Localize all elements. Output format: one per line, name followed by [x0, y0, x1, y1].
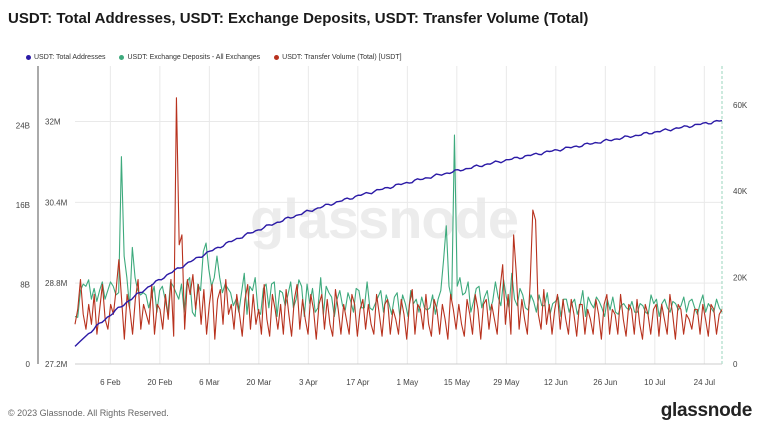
series-layer	[74, 97, 723, 347]
volume-tick-label: 0	[26, 360, 31, 369]
legend-item-total-addresses[interactable]: USDT: Total Addresses	[26, 54, 105, 61]
x-tick-label: 12 Jun	[544, 378, 568, 387]
chart-legend: USDT: Total Addresses USDT: Exchange Dep…	[26, 54, 402, 61]
legend-dot-icon	[119, 55, 125, 60]
copyright-notice: © 2023 Glassnode. All Rights Reserved.	[8, 408, 169, 418]
brand-logo[interactable]: glassnode	[660, 400, 753, 421]
addresses-tick-label: 32M	[45, 118, 61, 127]
series-line-total-addresses	[74, 119, 723, 347]
legend-item-transfer-volume[interactable]: USDT: Transfer Volume (Total) [USDT]	[274, 54, 402, 61]
x-tick-label: 6 Mar	[199, 378, 220, 387]
deposits-tick-label: 20K	[733, 274, 748, 283]
x-tick-label: 20 Mar	[246, 378, 271, 387]
x-tick-label: 24 Jul	[694, 378, 716, 387]
addresses-tick-label: 30.4M	[45, 198, 68, 207]
addresses-tick-label: 28.8M	[45, 279, 68, 288]
x-tick-label: 17 Apr	[346, 378, 369, 387]
x-tick-label: 1 May	[396, 378, 418, 387]
volume-tick-label: 24B	[16, 122, 30, 131]
x-tick-label: 10 Jul	[644, 378, 666, 387]
grid-layer	[75, 66, 722, 365]
x-tick-label: 29 May	[493, 378, 519, 387]
chart-title: USDT: Total Addresses, USDT: Exchange De…	[8, 10, 589, 27]
legend-item-exchange-deposits[interactable]: USDT: Exchange Deposits - All Exchanges	[119, 54, 260, 61]
legend-label: USDT: Exchange Deposits - All Exchanges	[127, 54, 261, 61]
series-line-exchange-deposits	[74, 134, 723, 318]
addresses-tick-label: 27.2M	[45, 360, 68, 369]
x-tick-label: 20 Feb	[147, 378, 172, 387]
x-tick-label: 15 May	[444, 378, 470, 387]
volume-tick-label: 8B	[20, 281, 30, 290]
x-tick-label: 6 Feb	[100, 378, 121, 387]
legend-label: USDT: Total Addresses	[34, 54, 106, 61]
tick-layer: 0 8B 16B 24B 27.2M 28.8M 30.4M 32M 0 20K 40K 60K 6 F…	[16, 101, 748, 387]
legend-dot-icon	[274, 55, 280, 60]
legend-dot-icon	[26, 55, 31, 60]
deposits-tick-label: 60K	[733, 101, 748, 110]
x-tick-label: 26 Jun	[593, 378, 617, 387]
x-tick-label: 3 Apr	[299, 378, 318, 387]
deposits-tick-label: 0	[733, 360, 738, 369]
axis-layer	[37, 66, 723, 365]
volume-tick-label: 16B	[16, 201, 30, 210]
legend-label: USDT: Transfer Volume (Total) [USDT]	[282, 54, 402, 61]
series-line-transfer-volume	[74, 97, 723, 340]
deposits-tick-label: 40K	[733, 187, 748, 196]
